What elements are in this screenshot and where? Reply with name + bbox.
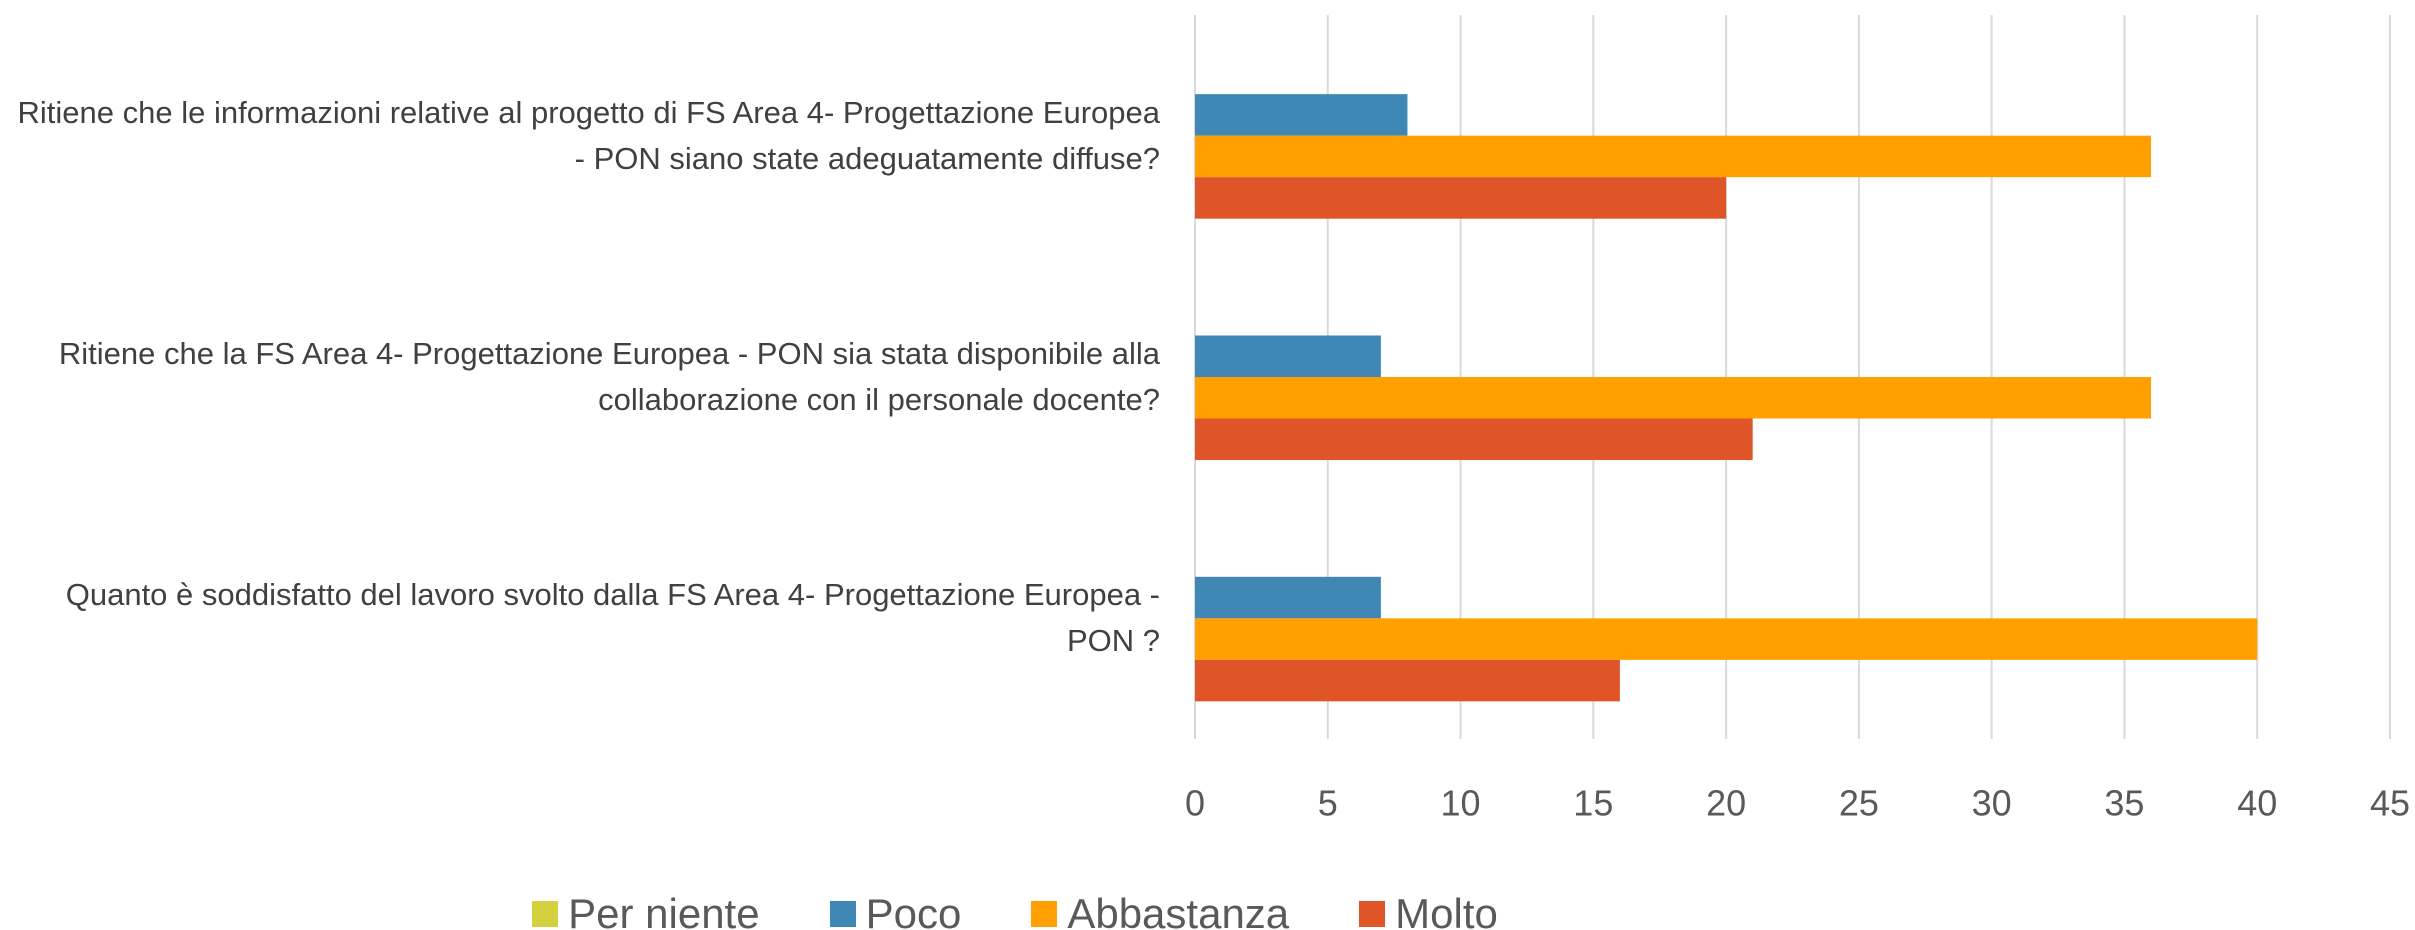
bar [1195,418,1753,461]
legend-item: Molto [1359,890,1498,930]
legend-label: Poco [865,890,962,930]
x-tick-label: 0 [1185,783,1205,824]
legend-swatch [532,901,559,927]
x-tick-label: 40 [2237,783,2277,824]
bar [1195,659,1620,702]
legend-label: Per niente [568,890,760,930]
bar [1195,618,2258,660]
bar [1195,94,1408,136]
x-tick-label: 30 [1972,783,2012,824]
plot-area: 0 5 10 15 20 25 30 35 40 45 [1185,15,2410,824]
x-tick-label: 25 [1839,783,1879,824]
x-tick-label: 35 [2104,783,2144,824]
bar [1195,377,2151,419]
x-tick-label: 10 [1441,783,1481,824]
legend-swatch [829,901,856,927]
legend-label: Molto [1395,890,1498,930]
legend-label: Abbastanza [1067,890,1290,930]
legend-swatch [1359,901,1386,927]
bar [1195,135,2151,178]
category-label: Ritiene che le informazioni relative al … [17,94,1160,176]
legend: Per niente Poco Abbastanza Molto [0,890,2030,930]
x-tick-label: 5 [1318,783,1338,824]
legend-item: Abbastanza [1031,890,1289,930]
x-tick-label: 20 [1706,783,1746,824]
x-tick-label: 45 [2370,783,2410,824]
category-label: Quanto è soddisfatto del lavoro svolto d… [65,577,1160,659]
legend-item: Per niente [532,890,760,930]
bar [1195,335,1381,377]
bar [1195,576,1381,619]
category-label: Ritiene che la FS Area 4- Progettazione … [58,336,1160,417]
legend-item: Poco [829,890,962,930]
bar [1195,177,1727,219]
legend-swatch [1031,901,1058,927]
x-tick-label: 15 [1573,783,1613,824]
